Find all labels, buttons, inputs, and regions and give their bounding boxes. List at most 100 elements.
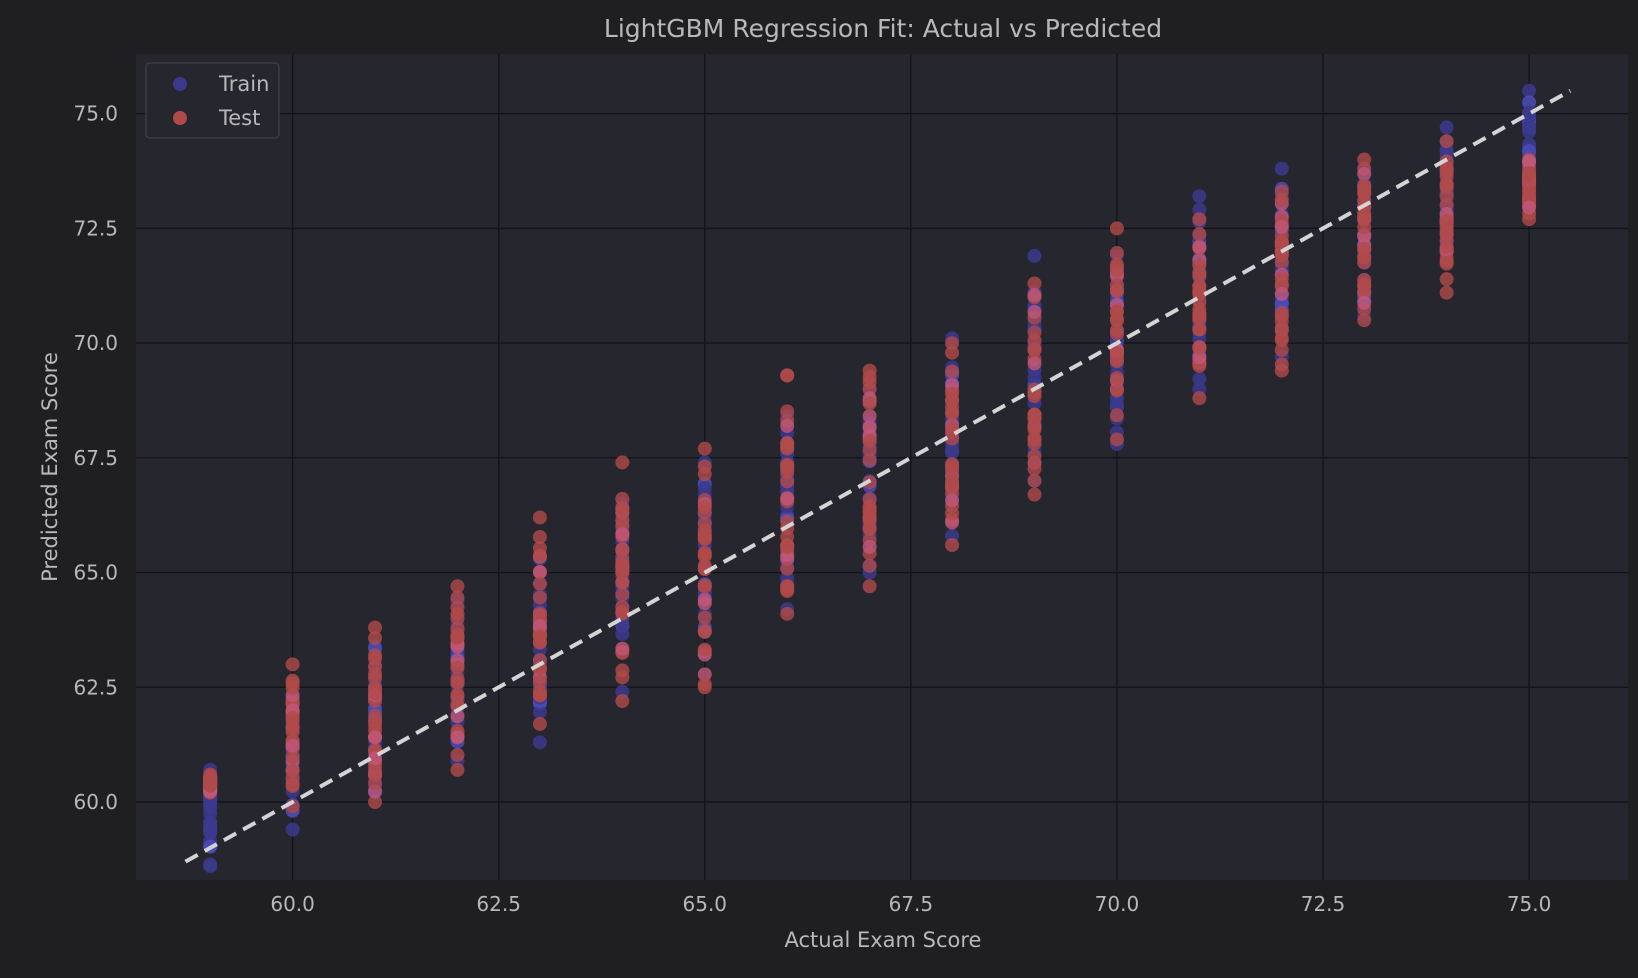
point-test	[697, 549, 712, 564]
point-test	[450, 671, 465, 686]
point-test	[532, 716, 547, 731]
point-test	[1439, 240, 1454, 255]
point-test	[615, 575, 630, 590]
point-test	[368, 670, 383, 685]
point-test	[1192, 239, 1207, 254]
point-test	[1027, 288, 1042, 303]
y-tick-label: 72.5	[73, 216, 118, 240]
point-train	[1192, 371, 1207, 386]
x-tick-label: 70.0	[1095, 892, 1140, 916]
point-test	[1109, 263, 1124, 278]
y-tick-label: 70.0	[73, 331, 118, 355]
point-test	[615, 587, 630, 602]
point-test	[368, 631, 383, 646]
point-test	[532, 530, 547, 545]
x-tick-label: 75.0	[1507, 892, 1552, 916]
point-test	[1192, 391, 1207, 406]
x-axis-label: Actual Exam Score	[785, 928, 982, 952]
legend: Train Test	[145, 62, 280, 139]
point-test	[1109, 326, 1124, 341]
point-test	[285, 657, 300, 672]
x-tick-label: 62.5	[476, 892, 521, 916]
point-train	[203, 857, 218, 872]
point-test	[1027, 276, 1042, 291]
point-test	[697, 579, 712, 594]
point-test	[285, 749, 300, 764]
point-test	[1357, 313, 1372, 328]
point-test	[945, 538, 960, 553]
point-train	[1027, 248, 1042, 263]
point-test	[697, 459, 712, 474]
point-test	[368, 648, 383, 663]
point-test	[1357, 220, 1372, 235]
point-test	[945, 479, 960, 494]
y-tick-label: 67.5	[73, 446, 118, 470]
point-test	[862, 492, 877, 507]
point-test	[1522, 154, 1537, 169]
point-test	[1109, 432, 1124, 447]
point-test	[1357, 250, 1372, 265]
point-test	[1027, 410, 1042, 425]
point-test	[862, 434, 877, 449]
point-test	[1439, 134, 1454, 149]
point-test	[862, 558, 877, 573]
point-test	[1027, 431, 1042, 446]
point-test	[780, 561, 795, 576]
point-test	[1439, 169, 1454, 184]
point-test	[1274, 235, 1289, 250]
point-test	[1274, 309, 1289, 324]
point-test	[945, 345, 960, 360]
point-test	[450, 660, 465, 675]
point-test	[1274, 220, 1289, 235]
point-train	[1274, 161, 1289, 176]
point-test	[615, 527, 630, 542]
point-test	[1027, 473, 1042, 488]
point-test	[1109, 371, 1124, 386]
y-axis-label: Predicted Exam Score	[38, 352, 62, 582]
point-train	[615, 627, 630, 642]
point-test	[1274, 343, 1289, 358]
y-tick-label: 62.5	[73, 675, 118, 699]
point-test	[450, 628, 465, 643]
legend-train-label: Train	[218, 72, 269, 96]
point-test	[945, 364, 960, 379]
point-test	[1027, 449, 1042, 464]
point-train	[1522, 124, 1537, 139]
point-test	[532, 548, 547, 563]
point-test	[1109, 221, 1124, 236]
point-test	[615, 543, 630, 558]
x-tick-label: 60.0	[270, 892, 315, 916]
point-test	[1192, 322, 1207, 337]
point-test	[1027, 420, 1042, 435]
point-test	[1357, 167, 1372, 182]
point-test	[780, 440, 795, 455]
point-test	[945, 459, 960, 474]
point-test	[532, 590, 547, 605]
point-test	[1274, 331, 1289, 346]
point-test	[1274, 255, 1289, 270]
point-test	[285, 720, 300, 735]
point-test	[1274, 271, 1289, 286]
point-test	[1109, 346, 1124, 361]
point-train	[1522, 95, 1537, 110]
point-train	[1192, 189, 1207, 204]
point-test	[450, 748, 465, 763]
point-test	[1192, 212, 1207, 227]
y-tick-label: 65.0	[73, 561, 118, 585]
point-test	[780, 584, 795, 599]
point-test	[697, 596, 712, 611]
y-tick-label: 60.0	[73, 790, 118, 814]
point-test	[1192, 227, 1207, 242]
point-test	[1274, 286, 1289, 301]
point-test	[1109, 305, 1124, 320]
point-test	[532, 618, 547, 633]
point-test	[532, 674, 547, 689]
point-test	[1357, 295, 1372, 310]
point-test	[368, 620, 383, 635]
point-train	[1439, 120, 1454, 135]
point-test	[1027, 461, 1042, 476]
point-test	[1027, 342, 1042, 357]
point-test	[450, 762, 465, 777]
perfect-fit-reference-line	[184, 88, 1572, 864]
point-test	[697, 528, 712, 543]
